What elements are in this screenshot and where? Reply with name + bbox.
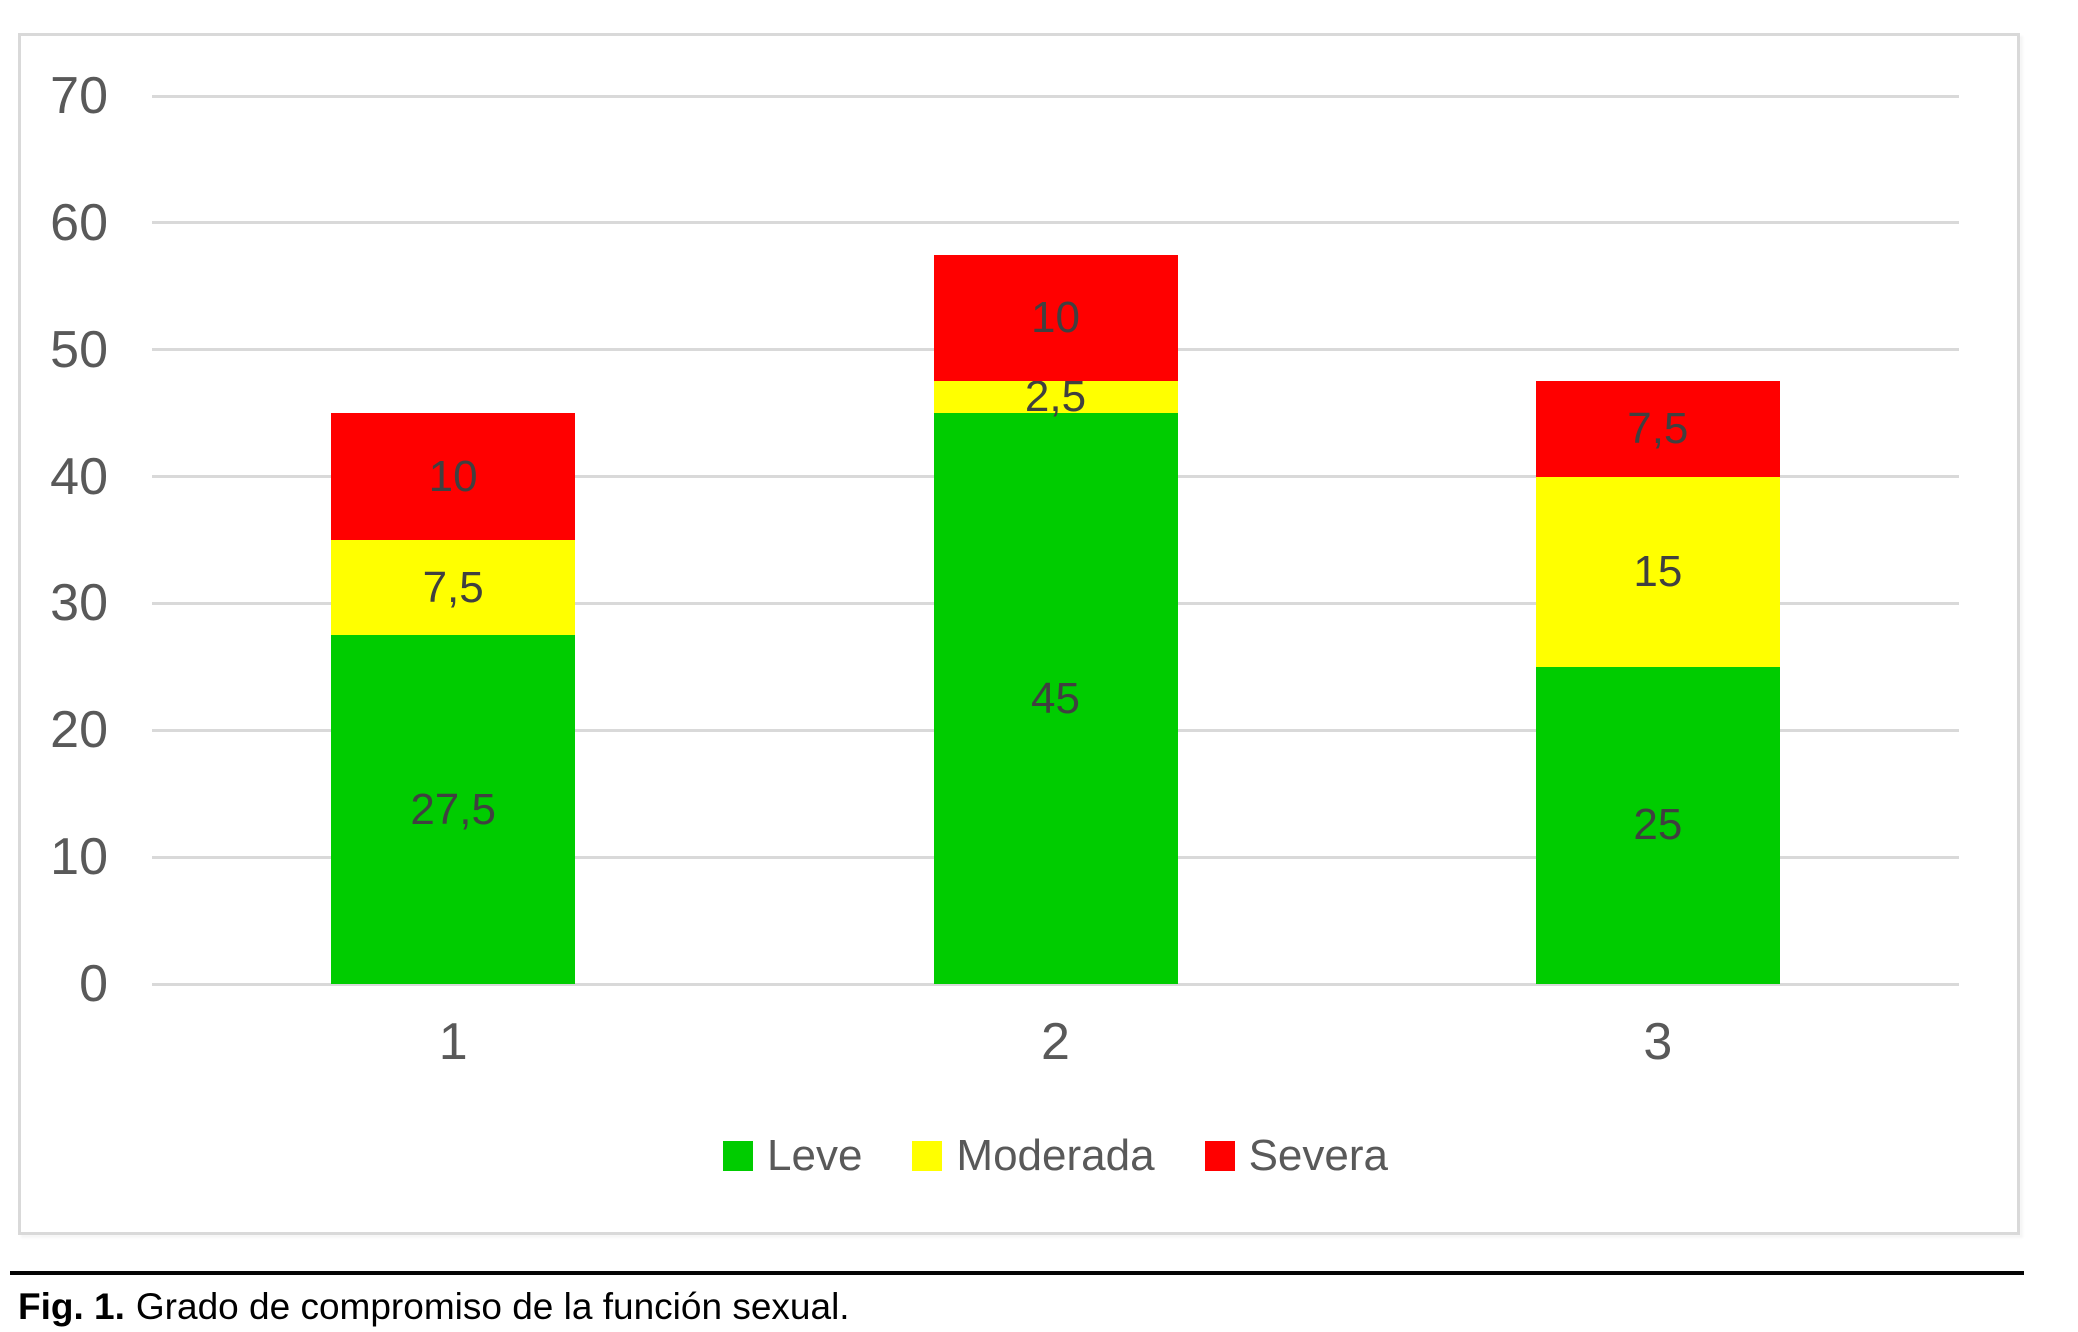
y-axis-tick-label-20: 20 (50, 701, 108, 760)
bar-1-segment-severa: 10 (331, 413, 576, 540)
legend-swatch-moderada (912, 1141, 943, 1171)
x-axis-category-label-3: 3 (1643, 1013, 1673, 1071)
y-axis-tick-label-70: 70 (50, 67, 108, 125)
y-axis-tick-label-50: 50 (50, 320, 108, 379)
gridline-60 (152, 221, 1959, 225)
data-label-1-leve: 27,5 (410, 784, 496, 834)
bar-1-segment-leve: 27,5 (331, 635, 576, 984)
data-label-2-moderada: 2,5 (1024, 372, 1087, 422)
bar-3-segment-moderada: 15 (1535, 476, 1780, 667)
legend-label-severa: Severa (1248, 1131, 1388, 1180)
x-axis-category-label-1: 1 (438, 1013, 468, 1071)
data-label-1-severa: 10 (428, 451, 478, 501)
bar-2-segment-moderada: 2,5 (933, 375, 1178, 419)
y-axis-tick-label-10: 10 (50, 828, 108, 887)
legend-swatch-leve (723, 1141, 753, 1171)
y-axis-tick-label-0: 0 (79, 955, 108, 1013)
bar-2-segment-leve: 45 (933, 413, 1178, 984)
y-axis-tick-label-40: 40 (50, 447, 108, 506)
data-label-2-leve: 45 (1031, 673, 1080, 723)
data-label-3-moderada: 15 (1633, 546, 1683, 596)
bar-2-segment-severa: 10 (933, 254, 1178, 382)
bar-1-segment-moderada: 7,5 (331, 540, 576, 636)
caption-text: Grado de compromiso de la función sexual… (135, 1286, 850, 1327)
data-label-3-leve: 25 (1633, 800, 1683, 850)
bar-3-segment-leve: 25 (1535, 666, 1780, 984)
data-label-1-moderada: 7,5 (422, 562, 484, 612)
data-label-3-severa: 7,5 (1627, 403, 1689, 453)
legend-label-leve: Leve (767, 1131, 863, 1180)
data-label-2-severa: 10 (1031, 292, 1080, 342)
figure-rule (10, 1271, 2024, 1275)
legend-label-moderada: Moderada (956, 1131, 1155, 1180)
legend-item-leve: Leve (723, 1132, 862, 1180)
gridline-70 (152, 94, 1959, 98)
caption-label: Fig. 1. (18, 1286, 125, 1327)
gridline-0 (152, 982, 1959, 986)
y-axis-tick-label-30: 30 (50, 574, 108, 633)
bar-3-segment-severa: 7,5 (1535, 381, 1780, 477)
x-axis-category-label-2: 2 (1041, 1013, 1070, 1071)
y-axis-tick-label-60: 60 (50, 193, 108, 252)
legend-item-severa: Severa (1204, 1131, 1388, 1180)
legend-swatch-severa (1204, 1141, 1235, 1171)
legend: Leve Moderada Severa (152, 1132, 1959, 1180)
legend-item-moderada: Moderada (912, 1131, 1155, 1180)
figure-caption: Fig. 1. Grado de compromiso de la función… (18, 1286, 850, 1328)
